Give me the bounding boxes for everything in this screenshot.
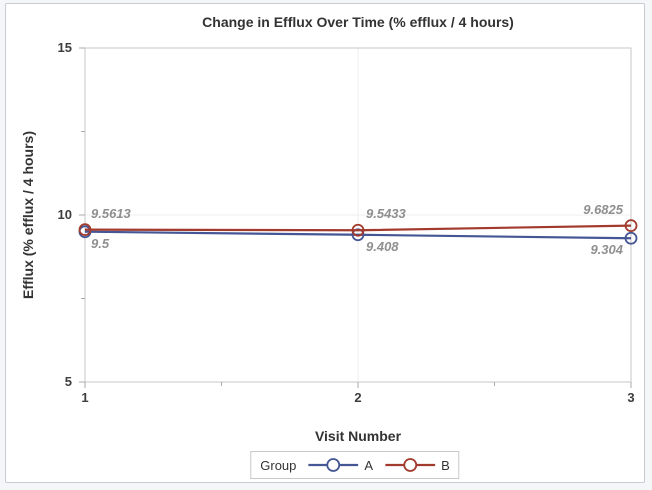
legend-entry-label: A	[364, 457, 374, 473]
data-label-B: 9.6825	[583, 201, 623, 217]
data-point-marker-A	[624, 231, 638, 245]
data-point-marker-B	[624, 219, 638, 233]
legend-entry-label: B	[441, 457, 450, 473]
x-tick-label: 2	[354, 390, 362, 405]
data-label-A: 9.304	[590, 242, 623, 258]
legend-entry-B: B	[385, 457, 450, 473]
legend: Group A B	[250, 451, 460, 479]
efflux-line-chart: Change in Efflux Over Time (% efflux / 4…	[5, 3, 645, 483]
y-tick-label: 5	[64, 374, 72, 389]
plot-area	[78, 47, 638, 388]
chart-title: Change in Efflux Over Time (% efflux / 4…	[202, 14, 514, 30]
legend-title: Group	[260, 457, 297, 473]
series-line-B	[84, 224, 632, 232]
legend-line-marker-icon	[308, 458, 359, 472]
legend-entry-A: A	[308, 457, 373, 473]
y-tick-label: 10	[57, 207, 72, 222]
x-tick-label: 3	[627, 390, 635, 405]
data-point-marker-B	[351, 223, 365, 237]
data-label-A: 9.408	[366, 238, 399, 254]
data-label-B: 9.5433	[366, 206, 406, 222]
series-line-A	[84, 230, 632, 240]
data-label-A: 9.5	[91, 235, 110, 251]
x-tick-label: 1	[81, 390, 89, 405]
data-label-B: 9.5613	[91, 205, 131, 221]
y-tick-label: 15	[57, 40, 72, 55]
legend-line-marker-icon	[385, 458, 436, 472]
x-axis-title: Visit Number	[314, 428, 402, 444]
data-point-marker-B	[78, 223, 92, 237]
